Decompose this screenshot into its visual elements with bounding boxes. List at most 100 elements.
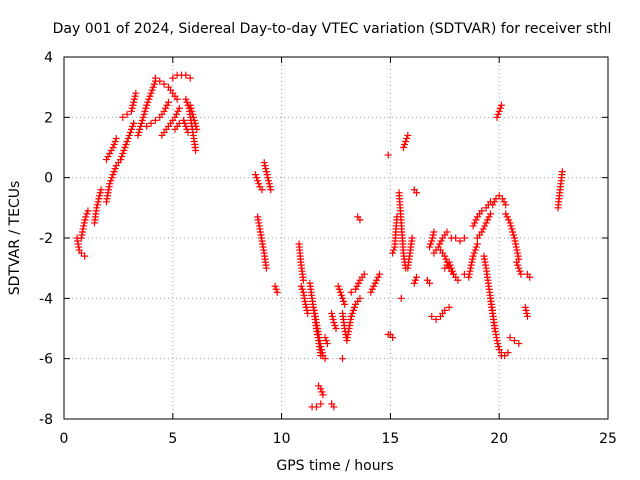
data-point bbox=[441, 306, 449, 314]
data-point bbox=[442, 255, 450, 263]
data-point bbox=[151, 74, 159, 82]
data-point bbox=[330, 318, 338, 326]
data-point bbox=[329, 315, 337, 323]
data-point bbox=[109, 144, 117, 151]
data-point bbox=[465, 270, 473, 278]
data-point bbox=[102, 156, 110, 164]
data-point bbox=[265, 180, 273, 188]
data-point bbox=[494, 340, 502, 348]
data-point bbox=[384, 151, 392, 159]
data-point bbox=[299, 276, 307, 284]
data-point bbox=[373, 276, 381, 284]
data-point bbox=[187, 104, 195, 112]
data-point bbox=[322, 337, 330, 345]
data-point bbox=[401, 140, 409, 148]
data-point bbox=[470, 249, 478, 257]
data-point bbox=[317, 385, 325, 393]
data-point bbox=[271, 282, 279, 290]
data-point bbox=[93, 201, 101, 209]
data-point bbox=[95, 195, 103, 203]
data-point bbox=[255, 180, 263, 188]
data-point bbox=[404, 131, 412, 139]
data-point bbox=[432, 315, 440, 323]
data-point bbox=[183, 98, 191, 106]
data-point bbox=[129, 101, 137, 109]
chart-title: Day 001 of 2024, Sidereal Day-to-day VTE… bbox=[53, 21, 612, 37]
data-point bbox=[510, 337, 518, 345]
data-point bbox=[482, 219, 490, 227]
data-point bbox=[428, 312, 436, 320]
data-point bbox=[498, 195, 506, 203]
data-point bbox=[83, 210, 91, 218]
data-point bbox=[145, 95, 153, 103]
data-point bbox=[132, 89, 140, 97]
data-point bbox=[493, 113, 501, 121]
data-point bbox=[110, 168, 118, 176]
data-point bbox=[147, 89, 155, 97]
data-point bbox=[454, 276, 462, 284]
data-point bbox=[123, 110, 131, 118]
data-point bbox=[304, 309, 312, 317]
data-point bbox=[496, 104, 504, 112]
data-point bbox=[348, 309, 356, 317]
data-point bbox=[182, 71, 190, 79]
data-point bbox=[302, 303, 310, 311]
data-point bbox=[368, 285, 376, 293]
data-point bbox=[495, 107, 503, 115]
data-point bbox=[340, 297, 348, 305]
data-point bbox=[117, 156, 125, 164]
data-point bbox=[303, 306, 311, 314]
data-point bbox=[146, 92, 154, 100]
data-point bbox=[317, 343, 325, 351]
data-point bbox=[136, 125, 144, 133]
data-point bbox=[465, 273, 473, 281]
data-point bbox=[143, 122, 151, 130]
data-points bbox=[73, 71, 566, 411]
data-point bbox=[339, 355, 347, 363]
data-point bbox=[321, 334, 329, 342]
data-point bbox=[80, 222, 88, 230]
data-point bbox=[506, 334, 514, 342]
data-point bbox=[448, 267, 456, 275]
data-point bbox=[264, 174, 272, 182]
data-point bbox=[121, 144, 129, 151]
data-point bbox=[376, 270, 384, 278]
data-point bbox=[501, 352, 509, 360]
data-point bbox=[436, 240, 444, 248]
data-point bbox=[156, 77, 164, 85]
data-point bbox=[371, 279, 379, 287]
data-point bbox=[262, 264, 270, 272]
data-point bbox=[106, 150, 114, 158]
data-point bbox=[390, 246, 398, 254]
data-point bbox=[402, 137, 410, 145]
data-point bbox=[399, 144, 407, 151]
data-point bbox=[437, 237, 445, 245]
data-point bbox=[126, 128, 134, 136]
data-point bbox=[330, 403, 338, 411]
y-axis-label: SDTVAR / TECUs bbox=[7, 181, 23, 296]
data-point bbox=[485, 213, 493, 221]
data-point bbox=[515, 264, 523, 272]
data-point bbox=[426, 243, 434, 251]
data-point bbox=[263, 171, 271, 179]
data-point bbox=[515, 340, 523, 348]
data-point bbox=[150, 80, 158, 88]
data-point bbox=[523, 312, 531, 320]
data-point bbox=[143, 101, 151, 109]
data-point bbox=[191, 119, 199, 127]
data-point bbox=[466, 267, 474, 275]
data-point bbox=[130, 95, 138, 103]
data-point bbox=[508, 225, 516, 233]
data-point bbox=[504, 349, 512, 357]
data-point bbox=[107, 177, 115, 185]
data-point bbox=[352, 285, 360, 293]
data-point bbox=[500, 198, 508, 206]
data-point bbox=[124, 134, 132, 142]
data-point bbox=[497, 101, 505, 109]
data-point bbox=[521, 303, 529, 311]
data-point bbox=[512, 243, 520, 251]
data-point bbox=[262, 165, 270, 173]
data-point bbox=[505, 216, 513, 224]
data-point bbox=[273, 288, 281, 296]
data-point bbox=[443, 228, 451, 236]
